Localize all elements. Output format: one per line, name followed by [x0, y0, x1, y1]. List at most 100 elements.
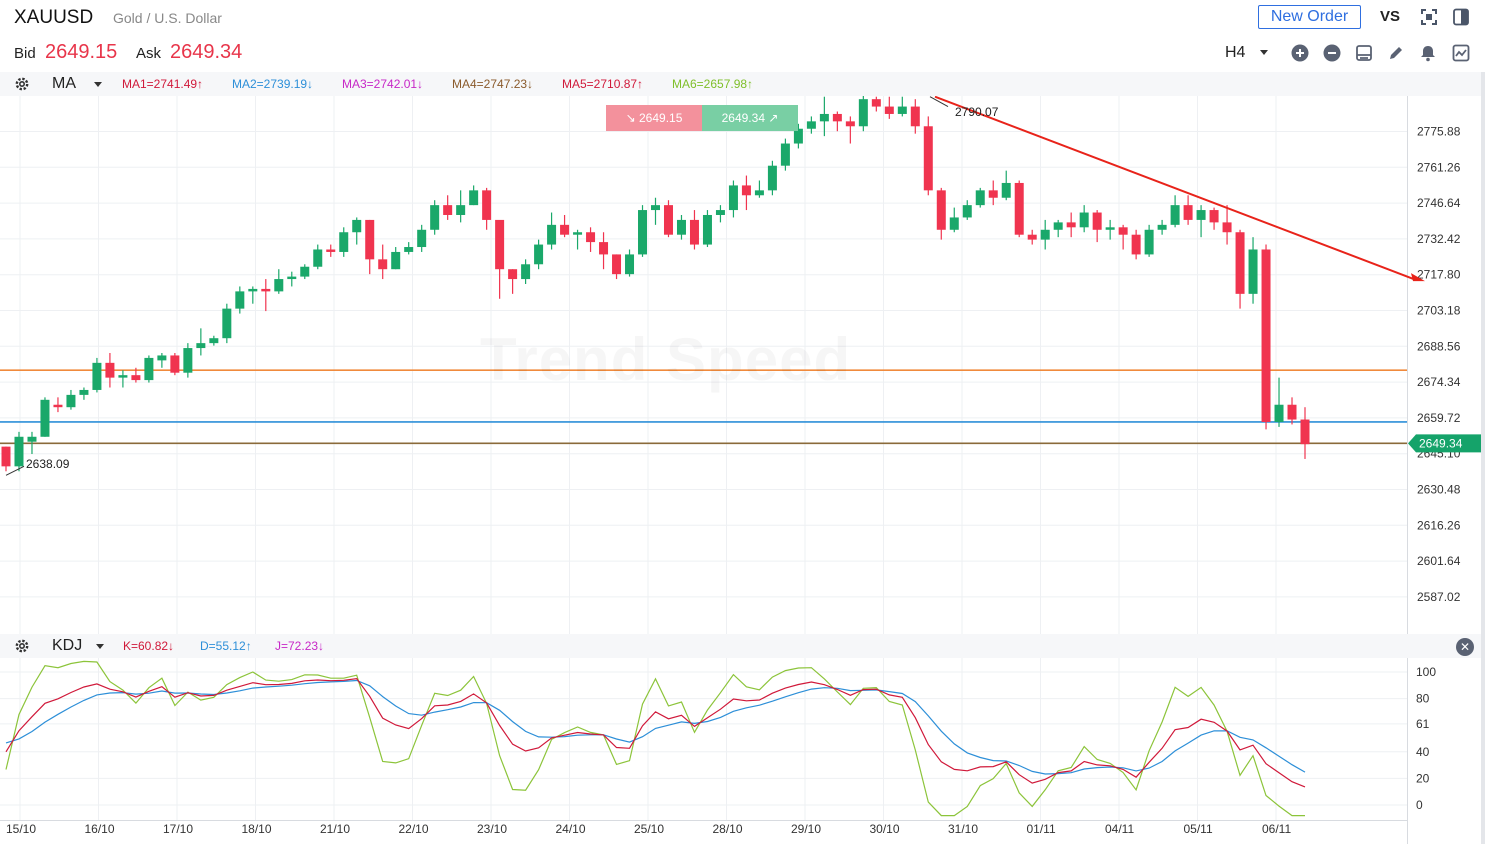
candle-body [1144, 229, 1154, 255]
candle-body [1170, 205, 1180, 225]
candle-body [754, 190, 764, 196]
zoom-in-icon[interactable] [1291, 44, 1309, 62]
chevron-down-icon[interactable] [1260, 50, 1268, 55]
ma5-value: MA5=2710.87↑ [562, 77, 644, 91]
time-tick-label: 31/10 [948, 822, 978, 836]
price-tick-label: 2630.48 [1417, 483, 1461, 497]
candle-body [832, 113, 842, 122]
close-icon[interactable]: ✕ [1456, 638, 1474, 656]
kdj-tick-label: 100 [1416, 665, 1436, 679]
timeframe-selector[interactable]: H4 [1225, 44, 1246, 61]
time-tick-label: 01/11 [1027, 822, 1056, 836]
price-tag-label: 2649.34 [1419, 436, 1463, 450]
vs-compare-button[interactable]: VS [1380, 8, 1401, 25]
pencil-icon[interactable] [1387, 44, 1405, 62]
candle-body [1040, 229, 1050, 240]
price-chart[interactable]: 2775.88 2761.26 2746.64 2732.42 2717.80 2703.… [0, 96, 1481, 634]
candle-body [534, 244, 544, 265]
candle-body [1131, 234, 1141, 255]
new-order-button[interactable]: New Order [1258, 5, 1361, 29]
ma4-value: MA4=2747.23↓ [452, 77, 534, 91]
chevron-down-icon[interactable] [96, 644, 104, 649]
candle-body [261, 288, 271, 292]
price-tick-label: 2616.26 [1417, 518, 1461, 532]
gear-icon[interactable] [14, 76, 30, 92]
candle-body [118, 375, 128, 378]
kdj-k-line [5, 678, 1306, 788]
candle-body [521, 264, 531, 280]
sell-price-badge[interactable]: ↘ 2649.15 [606, 105, 702, 131]
candle-body [612, 254, 622, 275]
bid-price: 2649.15 [45, 41, 118, 63]
low-leader-line [5, 465, 25, 476]
candle-body [599, 242, 609, 255]
time-tick-label: 22/10 [399, 822, 429, 836]
kdj-tick-label: 40 [1416, 745, 1430, 759]
ask-price: 2649.34 [170, 41, 243, 63]
ma3-value: MA3=2742.01↓ [342, 77, 424, 91]
zoom-out-icon[interactable] [1323, 44, 1341, 62]
time-tick-label: 17/10 [163, 822, 193, 836]
fullscreen-icon[interactable] [1420, 8, 1438, 26]
candle-body [469, 190, 479, 206]
price-tick-label: 2601.64 [1417, 554, 1461, 568]
kdj-indicator-name[interactable]: KDJ [52, 637, 83, 654]
ma-indicator-name[interactable]: MA [52, 75, 76, 92]
candle-body [79, 389, 89, 395]
panel-toggle-icon[interactable] [1452, 8, 1470, 26]
gear-icon[interactable] [14, 638, 30, 654]
candle-body [1157, 224, 1167, 230]
candle-body [1300, 419, 1310, 445]
price-tick-label: 2688.56 [1417, 339, 1461, 353]
candle-body [391, 251, 401, 270]
bell-icon[interactable] [1419, 44, 1437, 62]
candle-body [157, 355, 167, 361]
chevron-down-icon[interactable] [94, 82, 102, 87]
price-tick-label: 2674.34 [1417, 375, 1461, 389]
price-tick-label: 2587.02 [1417, 590, 1461, 604]
candle-body [884, 106, 894, 114]
kdj-chart[interactable]: 100 80 61 40 20 0 15/10 16/10 17/10 18/10 21/10 22/… [0, 658, 1481, 844]
candle-body [248, 288, 258, 292]
candle-body [910, 106, 920, 127]
price-tick-label: 2703.18 [1417, 304, 1461, 318]
indicator-icon[interactable] [1452, 44, 1470, 62]
kdj-k-value: K=60.82↓ [123, 639, 175, 653]
time-tick-label: 05/11 [1184, 822, 1213, 836]
candle-body [1001, 182, 1011, 198]
chart-type-icon[interactable] [1355, 44, 1373, 62]
ask-label: Ask [136, 45, 162, 62]
candle-body [1014, 182, 1024, 235]
bid-label: Bid [14, 45, 36, 62]
buy-price-badge[interactable]: 2649.34 ↗ [702, 105, 798, 131]
candle-body [586, 232, 596, 243]
candle-body [780, 143, 790, 166]
candle-body [1092, 212, 1102, 230]
candle-body [689, 219, 699, 245]
buy-price: 2649.34 [721, 111, 765, 125]
time-tick-label: 04/11 [1105, 822, 1134, 836]
candle-body [1183, 205, 1193, 220]
price-tick-label: 2732.42 [1417, 232, 1461, 246]
low-annotation: 2638.09 [26, 457, 70, 471]
scrollbar[interactable] [1481, 72, 1485, 844]
candle-body [871, 99, 881, 107]
candle-body [1287, 404, 1297, 420]
symbol-name[interactable]: XAUUSD [14, 7, 94, 28]
ma1-value: MA1=2741.49↑ [122, 77, 204, 91]
candle-body [715, 210, 725, 215]
candle-body [547, 224, 557, 245]
candle-body [728, 185, 738, 211]
sell-price: 2649.15 [639, 111, 683, 125]
price-tick-label: 2761.26 [1417, 160, 1461, 174]
candle-body [1274, 404, 1284, 422]
time-tick-label: 29/10 [791, 822, 821, 836]
candle-body [1105, 227, 1115, 230]
candle-body [741, 185, 751, 196]
chart-background [0, 96, 1481, 634]
candle-body [339, 232, 349, 252]
candle-body [1248, 249, 1258, 294]
candle-body [417, 229, 427, 248]
candle-body [988, 190, 998, 198]
